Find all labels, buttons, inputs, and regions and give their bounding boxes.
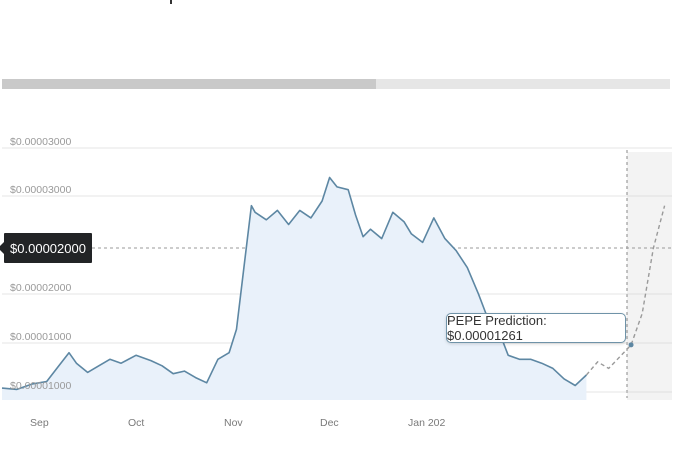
loading-progress-bar — [2, 79, 670, 89]
current-price-label: $0.00002000 — [10, 240, 86, 256]
y-tick-label: $0.00003000 — [10, 184, 71, 196]
y-tick-label: $0.00002000 — [10, 282, 71, 294]
price-line — [1, 176, 587, 391]
prediction-point — [628, 342, 634, 348]
stray-dot — [170, 0, 172, 4]
x-tick-label: Sep — [30, 417, 49, 429]
prediction-label: PEPE Prediction: $0.00001261 — [447, 313, 547, 343]
progress-fill — [2, 79, 377, 89]
x-tick-label: Nov — [224, 417, 243, 429]
x-tick-label: Dec — [320, 417, 339, 429]
prediction-tooltip: PEPE Prediction: $0.00001261 — [446, 313, 626, 343]
price-area — [2, 177, 587, 400]
y-tick-label: $0.00001000 — [10, 331, 71, 343]
y-tick-label: $0.00001000 — [10, 380, 71, 392]
x-tick-label: Oct — [128, 417, 144, 429]
forecast-region — [627, 152, 672, 400]
x-tick-label: Jan 202 — [408, 417, 446, 429]
current-price-tag: $0.00002000 — [0, 233, 92, 263]
y-tick-label: $0.00003000 — [10, 136, 71, 148]
